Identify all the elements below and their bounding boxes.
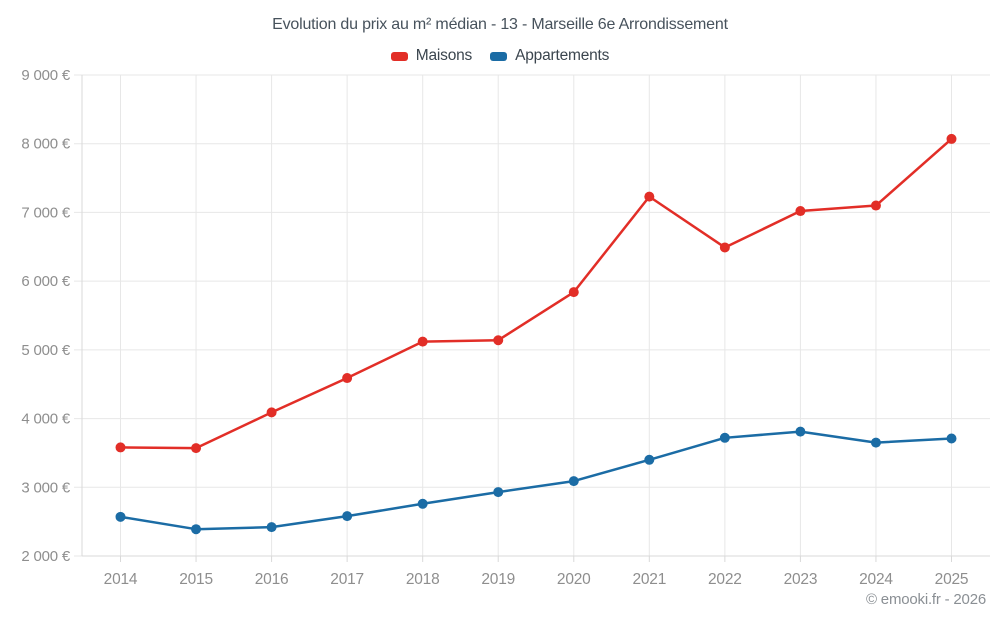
y-axis-label-2000: 2 000 € (21, 548, 71, 565)
data-point-maisons-2016[interactable] (266, 407, 277, 418)
y-axis-label-4000: 4 000 € (21, 411, 71, 428)
y-axis-label-6000: 6 000 € (21, 273, 71, 290)
y-axis-label-5000: 5 000 € (21, 342, 71, 359)
data-point-maisons-2018[interactable] (417, 336, 428, 347)
data-point-maisons-2014[interactable] (115, 442, 126, 453)
data-point-appartements-2024[interactable] (870, 437, 881, 448)
data-point-appartements-2017[interactable] (342, 511, 353, 522)
x-axis-label-2017: 2017 (330, 571, 364, 588)
series-line-appartements (119, 430, 953, 531)
data-point-appartements-2015[interactable] (191, 524, 202, 535)
data-point-appartements-2023[interactable] (795, 426, 806, 437)
y-axis-label-9000: 9 000 € (21, 67, 71, 84)
series-line-maisons (119, 137, 953, 450)
copyright-credit: © emooki.fr - 2026 (865, 591, 986, 608)
legend-label-appartements: Appartements (515, 47, 610, 64)
data-point-maisons-2025[interactable] (946, 133, 957, 144)
data-point-maisons-2023[interactable] (795, 206, 806, 217)
data-point-maisons-2017[interactable] (342, 373, 353, 384)
data-point-appartements-2016[interactable] (266, 522, 277, 533)
legend-item-maisons[interactable]: Maisons (390, 47, 473, 65)
data-point-appartements-2014[interactable] (115, 511, 126, 522)
chart-title: Evolution du prix au m² médian - 13 - Ma… (272, 16, 728, 33)
x-axis-label-2021: 2021 (632, 571, 666, 588)
data-point-maisons-2015[interactable] (191, 443, 202, 454)
data-point-maisons-2020[interactable] (568, 287, 579, 298)
maisons-series-swatch (390, 51, 408, 61)
x-axis-label-2022: 2022 (708, 571, 742, 588)
data-point-appartements-2019[interactable] (493, 487, 504, 498)
x-axis-label-2014: 2014 (104, 571, 138, 588)
y-axis-label-8000: 8 000 € (21, 136, 71, 153)
data-point-appartements-2020[interactable] (568, 476, 579, 487)
chart-legend: Maisons Appartements (0, 47, 1000, 65)
legend-item-appartements[interactable]: Appartements (490, 47, 609, 65)
data-point-appartements-2018[interactable] (417, 498, 428, 509)
y-axis-label-7000: 7 000 € (21, 204, 71, 221)
x-axis-label-2025: 2025 (935, 571, 969, 588)
x-axis-label-2019: 2019 (481, 571, 515, 588)
data-point-appartements-2021[interactable] (644, 454, 655, 465)
data-point-appartements-2022[interactable] (719, 432, 730, 443)
x-axis-label-2016: 2016 (255, 571, 289, 588)
legend-label-maisons: Maisons (415, 47, 473, 64)
x-axis-label-2020: 2020 (557, 571, 591, 588)
data-point-maisons-2022[interactable] (719, 242, 730, 253)
data-point-appartements-2025[interactable] (946, 433, 957, 444)
x-axis-label-2024: 2024 (859, 571, 893, 588)
x-axis-label-2015: 2015 (179, 571, 213, 588)
data-point-maisons-2024[interactable] (870, 200, 881, 211)
data-point-maisons-2019[interactable] (493, 335, 504, 346)
data-point-maisons-2021[interactable] (644, 191, 655, 202)
x-axis-label-2018: 2018 (406, 571, 440, 588)
appartements-series-swatch (490, 51, 508, 61)
x-axis-label-2023: 2023 (784, 571, 818, 588)
y-axis-label-3000: 3 000 € (21, 479, 71, 496)
